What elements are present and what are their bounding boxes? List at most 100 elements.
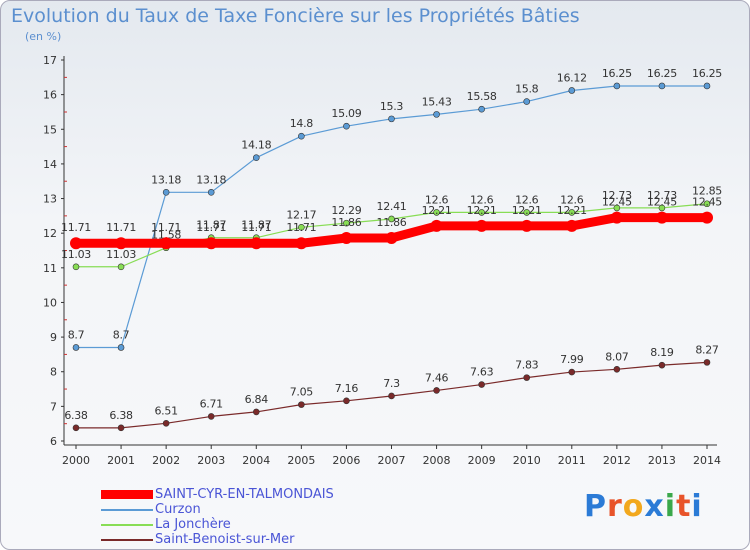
y-tick-label: 14 — [43, 158, 57, 171]
x-tick-label: 2005 — [287, 454, 315, 467]
data-label: 15.43 — [422, 95, 452, 108]
logo-letter: x — [644, 489, 665, 524]
data-label: 11.71 — [61, 221, 91, 234]
data-point — [252, 408, 260, 416]
data-label: 16.25 — [647, 67, 677, 80]
data-point — [568, 87, 576, 94]
data-label: 11.71 — [106, 221, 136, 234]
data-point — [117, 344, 125, 351]
y-tick-label: 9 — [50, 331, 57, 344]
data-label: 7.99 — [560, 353, 584, 366]
y-tick-label: 16 — [43, 89, 57, 102]
data-point — [478, 105, 485, 113]
data-label: 12.21 — [422, 204, 452, 217]
data-label: 11.03 — [61, 248, 91, 261]
data-label: 6.84 — [245, 393, 269, 406]
data-point — [430, 219, 443, 232]
data-label: 15.3 — [380, 100, 404, 113]
data-label: 7.05 — [290, 386, 314, 399]
data-label: 8.07 — [605, 350, 629, 363]
data-label: 12.45 — [647, 196, 677, 209]
data-point — [565, 219, 578, 232]
data-point — [343, 397, 350, 405]
chart-title: Evolution du Taux de Taxe Foncière sur l… — [11, 5, 580, 27]
x-tick-label: 2013 — [648, 454, 676, 467]
data-label: 11.71 — [151, 221, 181, 234]
data-label: 11.71 — [196, 221, 226, 234]
proxiti-logo: Proxiti — [584, 489, 703, 524]
data-label: 16.12 — [557, 71, 587, 84]
data-label: 7.3 — [383, 377, 400, 390]
data-label: 12.6 — [470, 193, 494, 206]
data-point — [523, 374, 531, 381]
data-point — [610, 211, 623, 224]
data-label: 7.16 — [335, 382, 359, 395]
data-label: 6.38 — [109, 409, 133, 422]
data-label: 11.03 — [106, 248, 136, 261]
data-label: 12.21 — [512, 204, 542, 217]
data-point — [250, 237, 263, 250]
data-point — [568, 368, 576, 376]
data-label: 11.86 — [331, 216, 361, 229]
data-label: 8.27 — [695, 343, 719, 356]
data-point — [385, 232, 398, 245]
x-tick-label: 2008 — [423, 454, 451, 467]
data-label: 8.7 — [68, 328, 85, 341]
legend-label: La Jonchère — [155, 517, 231, 532]
data-label: 13.18 — [151, 173, 181, 186]
data-point — [388, 392, 395, 400]
data-label: 6.51 — [154, 404, 177, 417]
data-point — [343, 122, 350, 130]
logo-letter: i — [691, 489, 703, 524]
x-tick-label: 2003 — [197, 454, 225, 467]
logo-letter: i — [664, 489, 677, 524]
logo-letter: P — [584, 489, 607, 524]
data-label: 14.18 — [241, 139, 271, 152]
data-point — [298, 223, 305, 231]
logo-letter: o — [622, 489, 645, 524]
data-label: 12.29 — [331, 204, 361, 217]
data-point — [252, 154, 260, 161]
data-label: 12.6 — [425, 193, 449, 206]
data-point — [298, 401, 305, 408]
data-label: 12.73 — [647, 189, 677, 202]
data-point — [388, 215, 395, 223]
data-point — [475, 219, 488, 232]
legend-label: Saint-Benoist-sur-Mer — [155, 532, 295, 547]
data-label: 12.21 — [557, 204, 587, 217]
data-point — [703, 82, 711, 90]
x-tick-label: 2009 — [468, 454, 496, 467]
data-label: 12.6 — [515, 193, 539, 206]
data-point — [207, 189, 215, 196]
legend-swatch — [101, 524, 153, 526]
data-label: 12.41 — [377, 200, 407, 213]
data-label: 12.85 — [692, 185, 722, 198]
data-point — [162, 189, 170, 196]
data-point — [72, 263, 80, 271]
x-tick-label: 2010 — [513, 454, 541, 467]
x-tick-label: 2011 — [558, 454, 586, 467]
data-label: 7.63 — [470, 366, 494, 379]
y-tick-label: 15 — [43, 123, 57, 136]
data-point — [701, 211, 713, 224]
data-point — [478, 209, 485, 216]
legend-swatch — [101, 539, 153, 541]
data-point — [295, 237, 308, 250]
data-point — [613, 204, 621, 212]
data-point — [343, 219, 350, 227]
x-tick-label: 2000 — [62, 454, 90, 467]
data-point — [703, 200, 711, 208]
data-point — [207, 413, 215, 420]
y-tick-label: 11 — [43, 262, 57, 275]
data-label: 6.38 — [64, 409, 88, 422]
data-label: 13.18 — [196, 173, 226, 186]
data-point — [117, 263, 125, 271]
y-tick-label: 7 — [50, 400, 57, 413]
data-point — [70, 237, 82, 250]
data-point — [568, 209, 576, 216]
legend-label: SAINT-CYR-EN-TALMONDAIS — [155, 487, 334, 502]
data-label: 8.7 — [113, 328, 130, 341]
legend-label: Curzon — [155, 502, 201, 517]
data-label: 11.58 — [151, 229, 181, 242]
